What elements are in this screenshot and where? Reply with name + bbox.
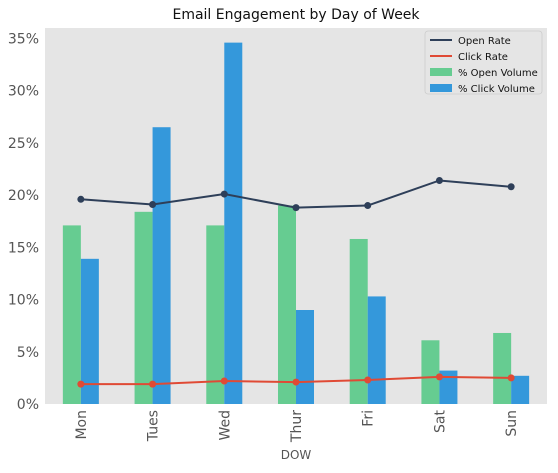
- y-tick-label: 35%: [8, 31, 39, 47]
- x-tick-label: Fri: [361, 410, 377, 427]
- x-tick-label: Sun: [504, 410, 520, 437]
- y-tick-label: 25%: [8, 136, 39, 152]
- point-click-rate-mon: [77, 380, 85, 388]
- legend: Open Rate Click Rate % Open Volume % Click …: [424, 30, 543, 95]
- point-open-rate-fri: [364, 202, 372, 210]
- y-tick-label: 20%: [8, 188, 39, 204]
- bar-open-volume-tues: [134, 211, 153, 404]
- bar-click-volume-thur: [296, 310, 314, 404]
- point-open-rate-sun: [507, 183, 515, 191]
- bar-click-volume-wed: [224, 42, 243, 404]
- x-tick-label: Wed: [217, 410, 233, 441]
- bars-layer: [62, 42, 530, 404]
- point-click-rate-wed: [220, 377, 228, 385]
- y-tick-label: 0%: [17, 397, 39, 413]
- x-axis-label: DOW: [281, 448, 312, 462]
- bar-open-volume-sat: [421, 340, 440, 404]
- bar-open-volume-thur: [278, 205, 296, 404]
- legend-label: % Click Volume: [458, 84, 535, 95]
- point-open-rate-thur: [292, 204, 300, 212]
- point-click-rate-tues: [149, 380, 157, 388]
- bar-click-volume-mon: [80, 258, 99, 404]
- point-open-rate-tues: [149, 201, 157, 209]
- x-tick-label: Sat: [432, 410, 448, 433]
- legend-label: Open Rate: [458, 36, 511, 47]
- x-tick-label: Tues: [146, 410, 162, 442]
- point-click-rate-thur: [292, 378, 300, 386]
- bar-click-volume-tues: [152, 127, 171, 404]
- bar-click-volume-fri: [367, 296, 386, 404]
- y-tick-label: 30%: [8, 84, 39, 100]
- legend-label: Click Rate: [458, 52, 508, 63]
- point-open-rate-mon: [77, 195, 85, 203]
- bar-click-volume-sun: [511, 375, 530, 404]
- bar-open-volume-mon: [62, 225, 81, 404]
- legend-label: % Open Volume: [458, 68, 538, 79]
- bar-open-volume-fri: [349, 238, 368, 404]
- bar-open-volume-sun: [493, 332, 512, 404]
- x-axis: Mon Tues Wed Thur Fri Sat Sun: [74, 410, 520, 444]
- point-open-rate-sat: [435, 176, 443, 184]
- y-axis: 0% 5% 10% 15% 20% 25% 30% 35%: [8, 31, 39, 413]
- point-click-rate-sun: [507, 374, 515, 382]
- bar-click-volume-sat: [439, 370, 458, 404]
- point-click-rate-sat: [435, 373, 443, 381]
- x-tick-label: Mon: [74, 410, 90, 440]
- x-tick-label: Thur: [289, 410, 305, 443]
- chart-title: Email Engagement by Day of Week: [172, 7, 420, 23]
- y-tick-label: 5%: [17, 345, 39, 361]
- y-tick-label: 15%: [8, 240, 39, 256]
- lines-layer: [77, 176, 515, 388]
- point-click-rate-fri: [364, 376, 372, 384]
- point-open-rate-wed: [220, 190, 228, 198]
- legend-swatch: [430, 84, 452, 92]
- legend-box: [424, 30, 543, 95]
- bar-open-volume-wed: [206, 225, 225, 404]
- legend-swatch: [430, 68, 452, 76]
- y-tick-label: 10%: [8, 293, 39, 309]
